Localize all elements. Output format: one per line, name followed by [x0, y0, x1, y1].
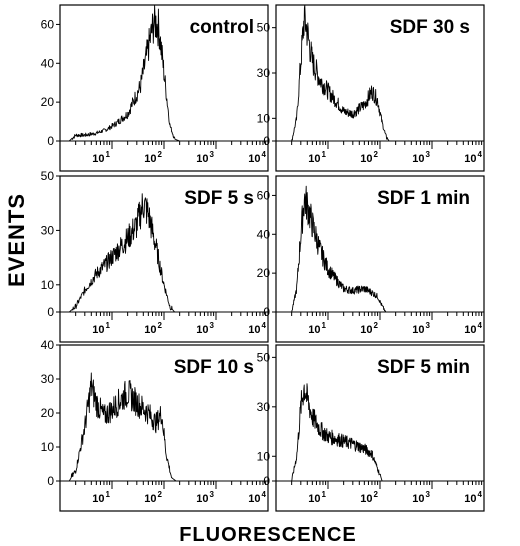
y-tick-label: 60 — [257, 188, 271, 202]
histogram-trace — [68, 4, 180, 142]
y-tick-label: 50 — [41, 169, 55, 183]
panel-5: 101 102 103 104 0 10 20 30 40 SDF 10 s — [41, 338, 269, 512]
x-tick-label: 103 — [412, 150, 430, 165]
panel-frame — [275, 4, 485, 172]
y-tick-label: 0 — [47, 474, 54, 488]
y-tick-label: 30 — [41, 372, 55, 386]
panel-title: control — [190, 17, 254, 38]
panel-title: SDF 5 s — [184, 188, 254, 209]
x-axis-label: FLUORESCENCE — [179, 524, 357, 546]
panel-frame — [59, 344, 269, 512]
panel-title: SDF 30 s — [390, 17, 470, 38]
panel-title: SDF 10 s — [174, 357, 254, 378]
y-tick-label: 30 — [257, 400, 271, 414]
histogram-trace — [68, 372, 177, 482]
y-tick-label: 20 — [257, 266, 271, 280]
y-tick-label: 0 — [263, 305, 270, 319]
x-tick-label: 104 — [464, 490, 482, 505]
x-tick-label: 104 — [464, 150, 482, 165]
x-tick-label: 101 — [308, 490, 326, 505]
y-tick-label: 30 — [257, 66, 271, 80]
histogram-trace — [291, 383, 383, 482]
panel-6: 101 102 103 104 0 10 30 50 SDF 5 min — [257, 344, 485, 512]
y-tick-label: 10 — [41, 440, 55, 454]
y-tick-label: 0 — [47, 134, 54, 148]
y-tick-label: 60 — [41, 17, 55, 31]
panel-frame — [59, 4, 269, 172]
y-tick-label: 40 — [41, 56, 55, 70]
x-tick-label: 104 — [464, 321, 482, 336]
x-tick-label: 102 — [360, 490, 378, 505]
x-tick-label: 104 — [248, 490, 266, 505]
x-tick-label: 101 — [92, 490, 110, 505]
panel-3: 101 102 103 104 0 10 30 50 SDF 5 s — [41, 169, 269, 343]
y-tick-label: 0 — [263, 134, 270, 148]
y-tick-label: 40 — [41, 338, 55, 352]
y-tick-label: 10 — [41, 278, 55, 292]
x-tick-label: 102 — [144, 150, 162, 165]
panel-frame — [275, 344, 485, 512]
y-tick-label: 20 — [41, 406, 55, 420]
y-tick-label: 10 — [257, 449, 271, 463]
y-tick-label: 20 — [41, 95, 55, 109]
x-tick-label: 104 — [248, 150, 266, 165]
x-tick-label: 101 — [92, 150, 110, 165]
x-tick-label: 103 — [196, 321, 214, 336]
y-tick-label: 10 — [257, 111, 271, 125]
panel-frame — [59, 175, 269, 343]
y-tick-label: 0 — [263, 474, 270, 488]
x-tick-label: 102 — [144, 321, 162, 336]
y-tick-label: 40 — [257, 227, 271, 241]
histogram-trace — [68, 193, 175, 313]
panel-title: SDF 1 min — [377, 188, 470, 209]
y-tick-label: 30 — [41, 223, 55, 237]
x-tick-label: 101 — [308, 321, 326, 336]
y-tick-label: 0 — [47, 305, 54, 319]
y-axis-label: EVENTS — [4, 193, 29, 287]
x-tick-label: 101 — [92, 321, 110, 336]
x-tick-label: 102 — [360, 150, 378, 165]
panel-4: 101 102 103 104 0 20 40 60 SDF 1 min — [257, 175, 485, 343]
y-tick-label: 50 — [257, 21, 271, 35]
panel-title: SDF 5 min — [377, 357, 470, 378]
x-tick-label: 103 — [196, 490, 214, 505]
x-tick-label: 103 — [412, 490, 430, 505]
histogram-trace — [291, 185, 387, 313]
x-tick-label: 102 — [360, 321, 378, 336]
panel-frame — [275, 175, 485, 343]
y-tick-label: 50 — [257, 350, 271, 364]
x-tick-label: 103 — [412, 321, 430, 336]
x-tick-label: 103 — [196, 150, 214, 165]
histogram-trace — [291, 4, 390, 142]
panel-1: 101 102 103 104 0 20 40 60 control — [41, 4, 269, 172]
panel-2: 101 102 103 104 0 10 30 50 SDF 30 s — [257, 4, 485, 172]
x-tick-label: 101 — [308, 150, 326, 165]
x-tick-label: 102 — [144, 490, 162, 505]
x-tick-label: 104 — [248, 321, 266, 336]
